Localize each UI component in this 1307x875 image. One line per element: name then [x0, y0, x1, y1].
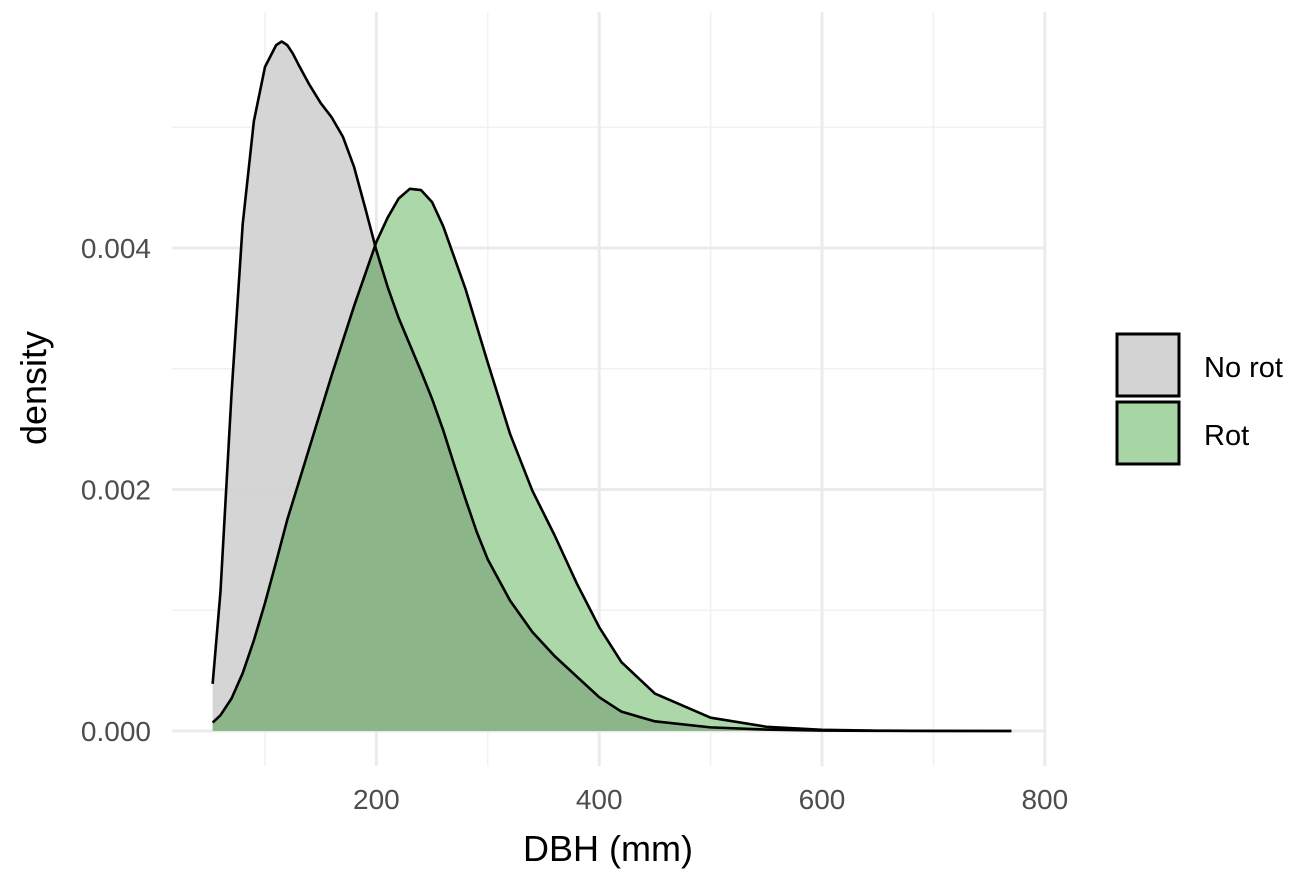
- legend-key-no-rot: [1115, 332, 1181, 398]
- series-layer: [211, 40, 1012, 733]
- x-tick-label: 600: [799, 784, 846, 815]
- x-axis-title: DBH (mm): [523, 828, 693, 869]
- legend-label-rot: Rot: [1204, 420, 1249, 452]
- x-tick-label: 400: [576, 784, 623, 815]
- legend-key-rot: [1115, 400, 1181, 466]
- no-rot-density-line: [211, 40, 1012, 733]
- y-axis-title: density: [13, 331, 54, 445]
- legend-label-no-rot: No rot: [1204, 352, 1283, 384]
- axis-layer: 200 400 600 800 0.000 0.002 0.004 DBH (mm) de…: [13, 233, 1068, 869]
- legend: No rot Rot: [1115, 332, 1283, 466]
- y-tick-label: 0.002: [81, 475, 151, 506]
- y-tick-label: 0.004: [81, 233, 151, 264]
- x-tick-label: 200: [353, 784, 400, 815]
- x-tick-label: 800: [1021, 784, 1068, 815]
- y-axis-ticks: 0.000 0.002 0.004: [81, 233, 151, 747]
- y-tick-label: 0.000: [81, 716, 151, 747]
- density-overlap-area: [212, 188, 1012, 731]
- rot-density-line: [211, 187, 1012, 733]
- x-axis-ticks: 200 400 600 800: [353, 784, 1068, 815]
